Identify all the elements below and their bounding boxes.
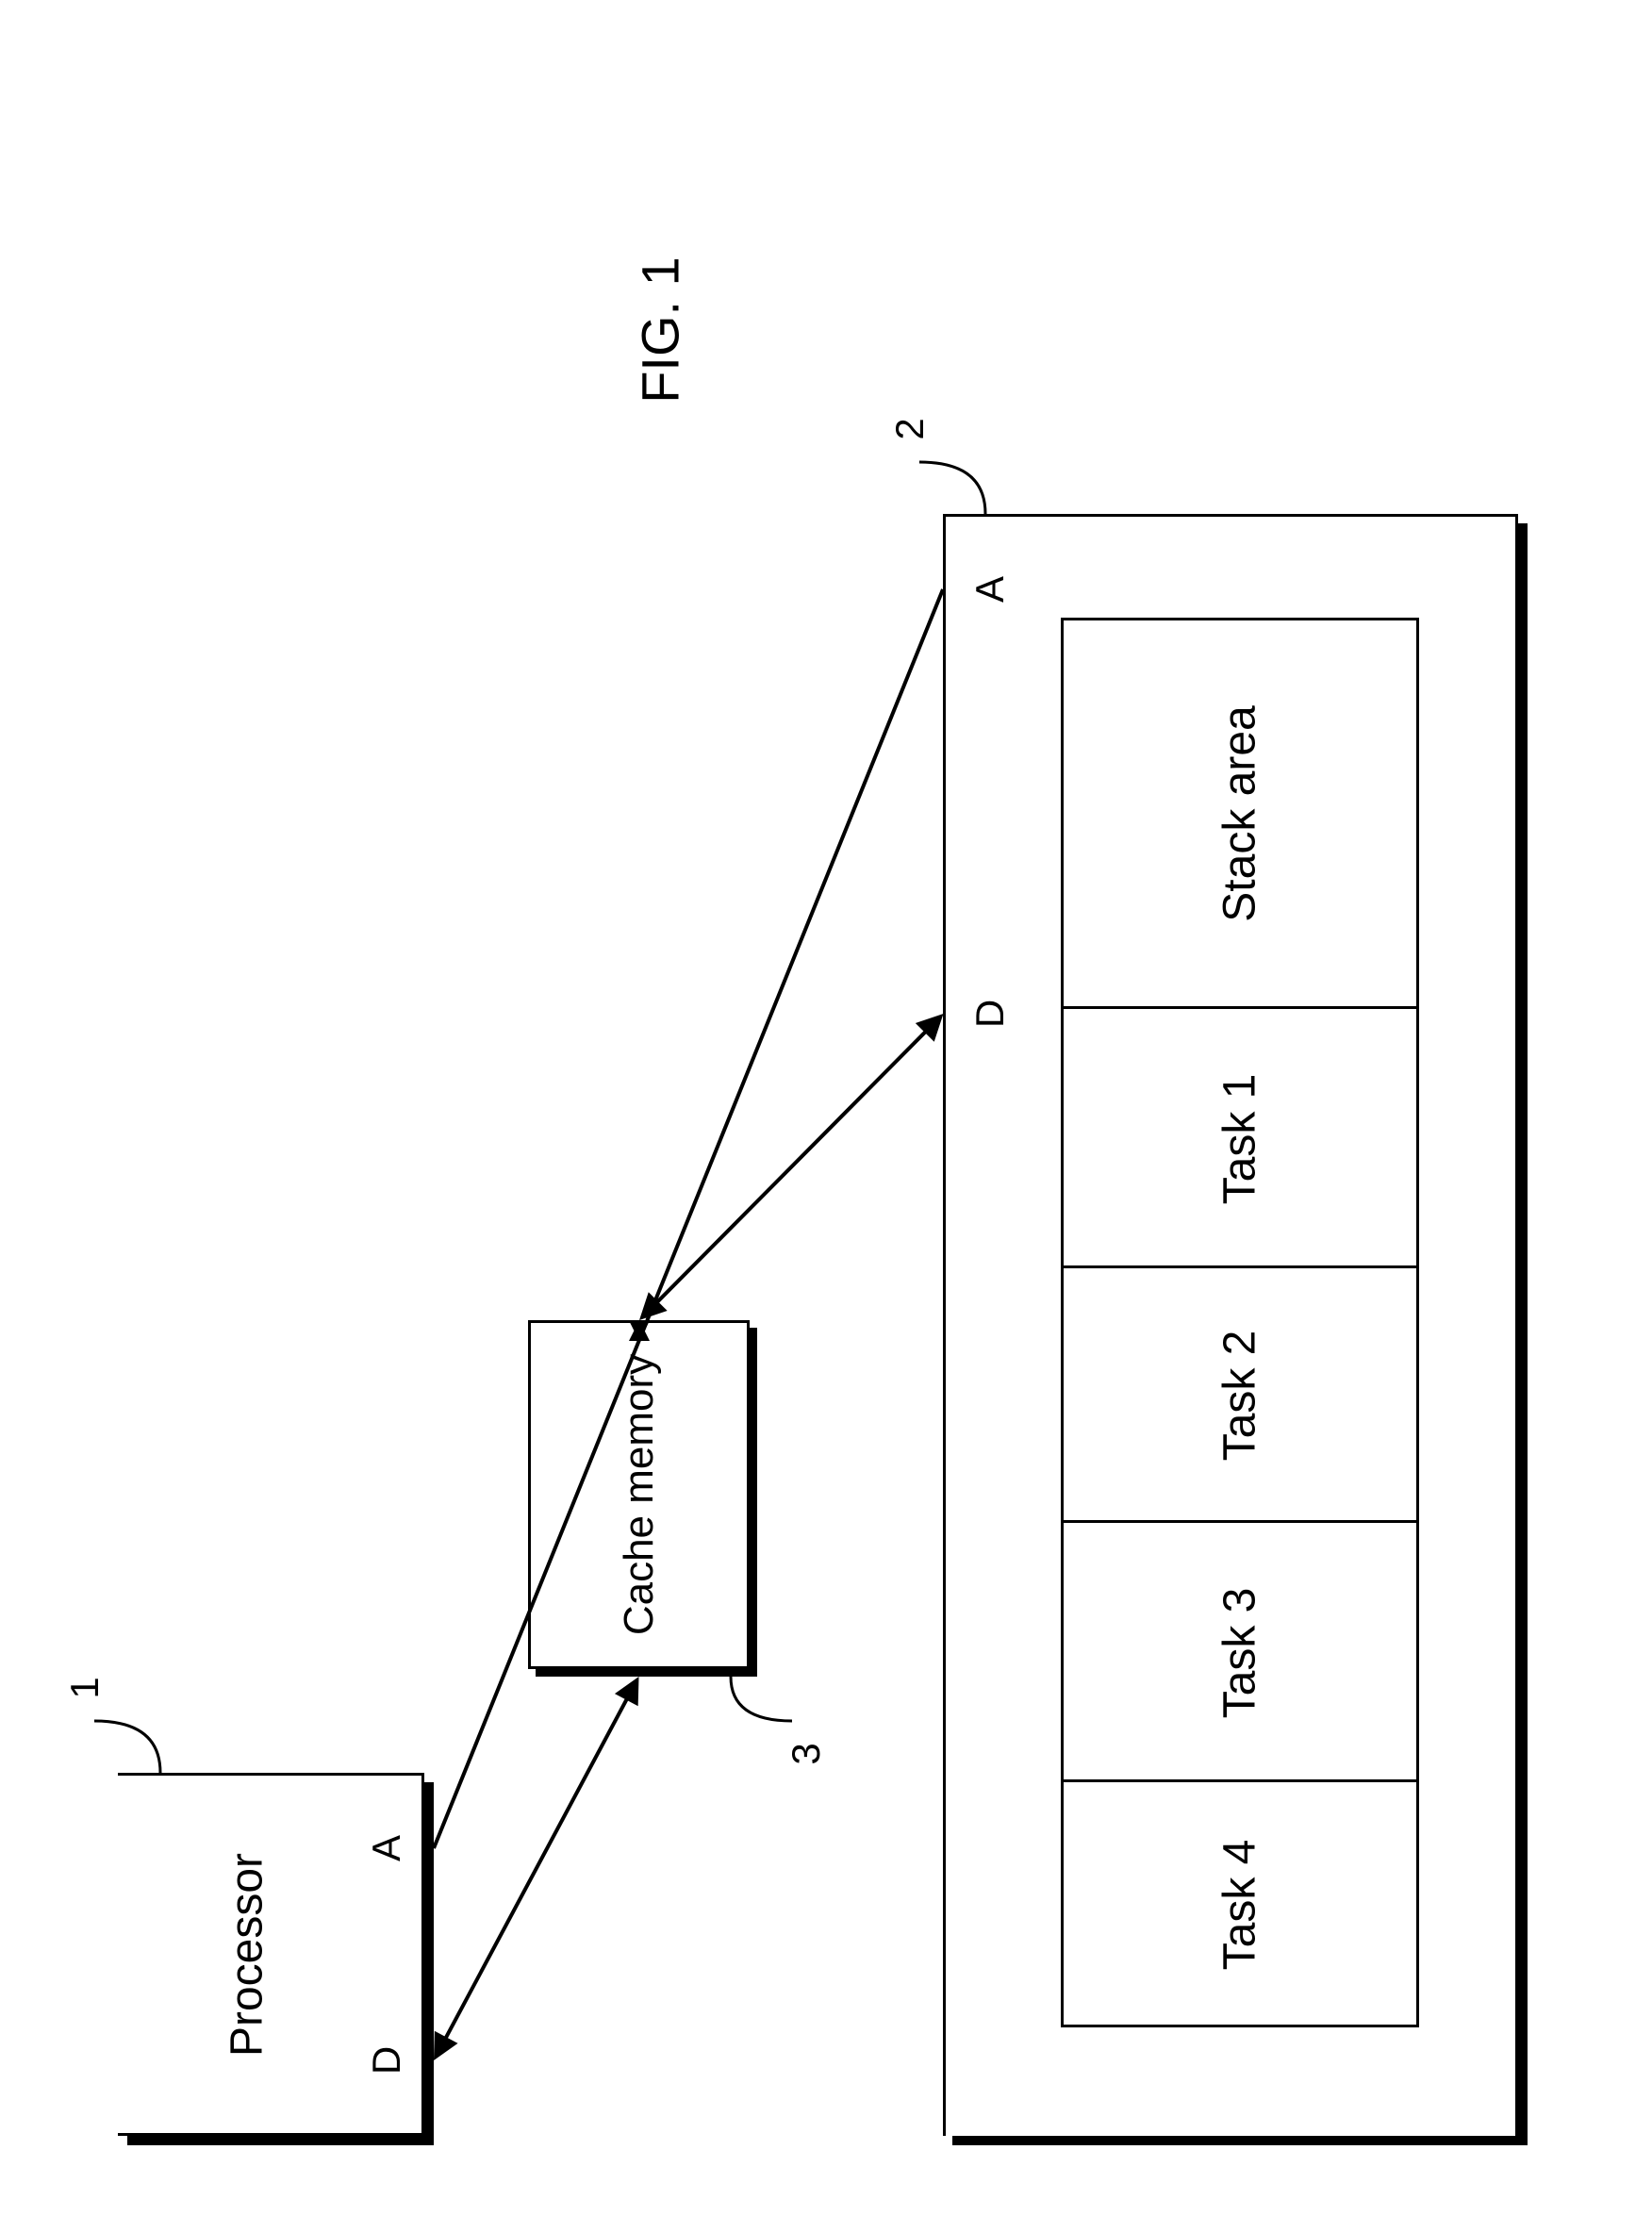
memory-row-label: Task 1 <box>1214 1073 1266 1204</box>
processor-port-d: D <box>364 2046 409 2075</box>
memory-port-d: D <box>967 1000 1013 1028</box>
memory-row-label: Task 4 <box>1214 1840 1266 1971</box>
ref-leader <box>917 460 987 516</box>
memory-port-a: A <box>967 576 1013 603</box>
data-bus-cache-mem <box>620 995 963 1339</box>
memory-row-label: Task 2 <box>1214 1331 1266 1462</box>
figure-title: FIG. 1 <box>630 256 691 404</box>
processor-ref: 1 <box>62 1677 107 1698</box>
memory-row-label: Stack area <box>1214 705 1266 921</box>
memory-row-label: Task 3 <box>1214 1587 1266 1718</box>
figure-canvas: FIG. 1ProcessorAD1Cache memory3AD2Stack … <box>0 0 1652 2216</box>
processor-label: Processor <box>221 1852 273 2056</box>
data-bus-proc-cache <box>415 1658 658 2079</box>
ref-leader <box>92 1719 162 1775</box>
memory-ref: 2 <box>887 418 933 439</box>
processor-port-a: A <box>364 1835 409 1861</box>
